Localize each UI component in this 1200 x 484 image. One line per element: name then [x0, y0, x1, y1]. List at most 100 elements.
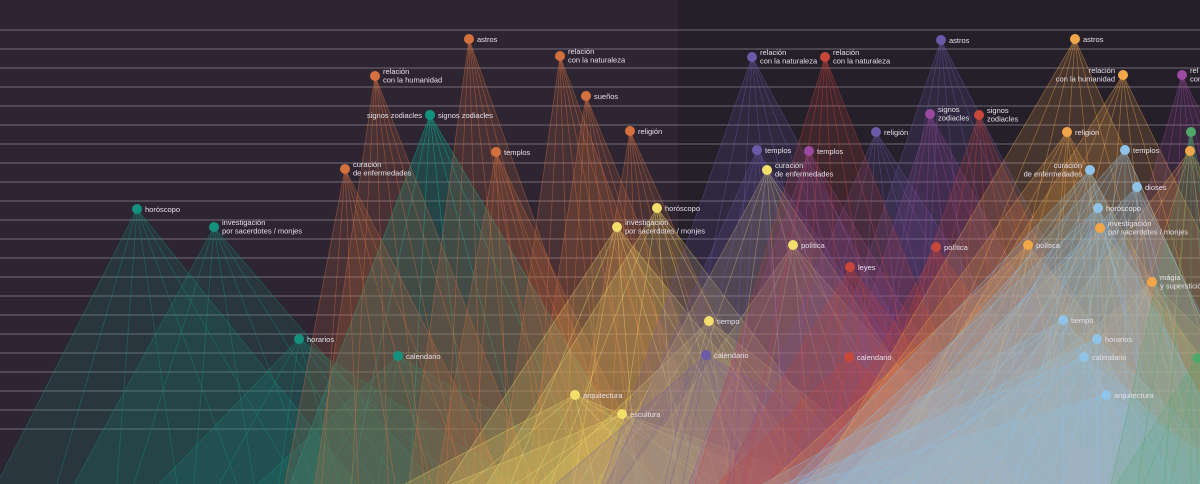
- lightblue-node-dot[interactable]: [1079, 352, 1089, 362]
- gold-node-dot[interactable]: [1062, 127, 1072, 137]
- yellow-concept-node[interactable]: curación de enfermedades: [762, 161, 834, 179]
- lightblue-node-dot[interactable]: [1058, 315, 1068, 325]
- orange-node-dot[interactable]: [625, 126, 635, 136]
- orange-concept-node[interactable]: astros: [464, 34, 498, 44]
- gold-node-dot[interactable]: [1147, 277, 1157, 287]
- green-concept-node[interactable]: [1186, 127, 1196, 137]
- gold-concept-node[interactable]: política: [1023, 240, 1061, 250]
- orange-node-dot[interactable]: [340, 164, 350, 174]
- red-node-dot[interactable]: [844, 352, 854, 362]
- lightblue-node-dot[interactable]: [1093, 203, 1103, 213]
- orange-concept-node[interactable]: relación con la naturaleza: [555, 47, 626, 65]
- teal-concept-node[interactable]: horóscopo: [132, 204, 180, 214]
- orange-concept-node[interactable]: templos: [491, 147, 531, 157]
- yellow-concept-node[interactable]: arquitectura: [570, 390, 623, 400]
- orange-node-dot[interactable]: [491, 147, 501, 157]
- gold-concept-node[interactable]: religión: [1062, 127, 1099, 137]
- violet-node-dot[interactable]: [871, 127, 881, 137]
- teal-concept-node[interactable]: investigación por sacerdotes / monjes: [209, 218, 302, 236]
- gold-node-dot[interactable]: [1095, 223, 1105, 233]
- teal-node-dot[interactable]: [209, 222, 219, 232]
- lightblue-node-dot[interactable]: [1132, 182, 1142, 192]
- orange-concept-node[interactable]: curación de enfermedades: [340, 160, 412, 178]
- purple-node-dot[interactable]: [804, 146, 814, 156]
- red-concept-node[interactable]: relación con la naturaleza: [820, 48, 891, 66]
- teal-concept-node[interactable]: signos zodiacles: [425, 110, 493, 120]
- yellow-concept-node[interactable]: investigación por sacerdotes / monjes: [612, 218, 705, 236]
- lightblue-concept-node[interactable]: tiempo: [1058, 315, 1094, 325]
- green-node-dot[interactable]: [1192, 353, 1200, 363]
- red-node-dot[interactable]: [974, 110, 984, 120]
- violet-concept-node[interactable]: calendario: [701, 350, 749, 360]
- green-concept-node[interactable]: [1192, 353, 1200, 363]
- orange-concept-node[interactable]: religión: [625, 126, 662, 136]
- gold-node-dot[interactable]: [1185, 146, 1195, 156]
- red-concept-node[interactable]: signos zodiacles: [974, 106, 1019, 124]
- lightblue-node-dot[interactable]: [1101, 390, 1111, 400]
- purple-node-dot[interactable]: [925, 109, 935, 119]
- yellow-node-dot[interactable]: [612, 222, 622, 232]
- lightblue-concept-node[interactable]: dioses: [1132, 182, 1167, 192]
- orange-node-dot[interactable]: [555, 51, 565, 61]
- purple-concept-node[interactable]: relcon: [1177, 66, 1200, 84]
- lightblue-connection-line: [1014, 169, 1091, 484]
- yellow-node-dot[interactable]: [788, 240, 798, 250]
- violet-concept-node[interactable]: astros: [936, 35, 970, 45]
- yellow-node-dot[interactable]: [762, 165, 772, 175]
- yellow-node-dot[interactable]: [617, 409, 627, 419]
- lightblue-concept-node[interactable]: calendario: [1079, 352, 1127, 362]
- yellow-node-dot[interactable]: [704, 316, 714, 326]
- teal-node-dot[interactable]: [425, 110, 435, 120]
- orange-node-dot[interactable]: [581, 91, 591, 101]
- red-node-dot[interactable]: [845, 262, 855, 272]
- violet-node-dot[interactable]: [752, 145, 762, 155]
- red-node-dot[interactable]: [820, 52, 830, 62]
- violet-node-dot[interactable]: [747, 52, 757, 62]
- violet-concept-node[interactable]: relación con la naturaleza: [747, 48, 818, 66]
- teal-concept-node[interactable]: horarios: [294, 334, 334, 344]
- lightblue-concept-node[interactable]: horóscopo: [1093, 203, 1141, 213]
- lightblue-node-dot[interactable]: [1092, 334, 1102, 344]
- node-label-line: política: [1036, 241, 1061, 250]
- yellow-concept-node[interactable]: horóscopo: [652, 203, 700, 213]
- teal-concept-node[interactable]: calendario: [393, 351, 441, 361]
- lightblue-concept-node[interactable]: templos: [1120, 145, 1160, 155]
- orange-node-dot[interactable]: [464, 34, 474, 44]
- gold-concept-node[interactable]: astros: [1070, 34, 1104, 44]
- purple-concept-node[interactable]: templos: [804, 146, 844, 156]
- lightblue-concept-node[interactable]: curación de enfermedades: [1024, 161, 1095, 179]
- red-concept-node[interactable]: calendario: [844, 352, 892, 362]
- red-concept-node[interactable]: política: [931, 242, 969, 252]
- gold-node-dot[interactable]: [1070, 34, 1080, 44]
- purple-node-dot[interactable]: [1177, 70, 1187, 80]
- gold-concept-node[interactable]: [1185, 146, 1195, 156]
- purple-concept-node[interactable]: signos zodiacles: [925, 105, 970, 123]
- green-node-dot[interactable]: [1186, 127, 1196, 137]
- orange-concept-node[interactable]: sueños: [581, 91, 618, 101]
- teal-node-dot[interactable]: [294, 334, 304, 344]
- red-concept-node[interactable]: leyes: [845, 262, 876, 272]
- gold-concept-node[interactable]: relación con la humanidad: [1056, 66, 1128, 84]
- lightblue-node-dot[interactable]: [1085, 165, 1095, 175]
- lightblue-concept-node[interactable]: horarios: [1092, 334, 1132, 344]
- gold-node-dot[interactable]: [1023, 240, 1033, 250]
- teal-node-dot[interactable]: [393, 351, 403, 361]
- yellow-concept-node[interactable]: tiempo: [704, 316, 740, 326]
- lightblue-node-dot[interactable]: [1120, 145, 1130, 155]
- orange-node-dot[interactable]: [370, 71, 380, 81]
- red-node-dot[interactable]: [931, 242, 941, 252]
- violet-concept-node[interactable]: religión: [871, 127, 908, 137]
- yellow-concept-node[interactable]: escultura: [617, 409, 661, 419]
- gold-node-dot[interactable]: [1118, 70, 1128, 80]
- orange-concept-node[interactable]: relación con la humanidad: [370, 67, 442, 85]
- yellow-node-dot[interactable]: [570, 390, 580, 400]
- violet-node-dot[interactable]: [701, 350, 711, 360]
- yellow-node-dot[interactable]: [652, 203, 662, 213]
- yellow-concept-node[interactable]: política: [788, 240, 826, 250]
- teal-node-dot[interactable]: [132, 204, 142, 214]
- gold-concept-node[interactable]: investigación por sacerdotes / monjes: [1095, 219, 1188, 237]
- violet-node-dot[interactable]: [936, 35, 946, 45]
- violet-concept-node[interactable]: templos: [752, 145, 792, 155]
- lightblue-concept-node[interactable]: arquitectura: [1101, 390, 1154, 400]
